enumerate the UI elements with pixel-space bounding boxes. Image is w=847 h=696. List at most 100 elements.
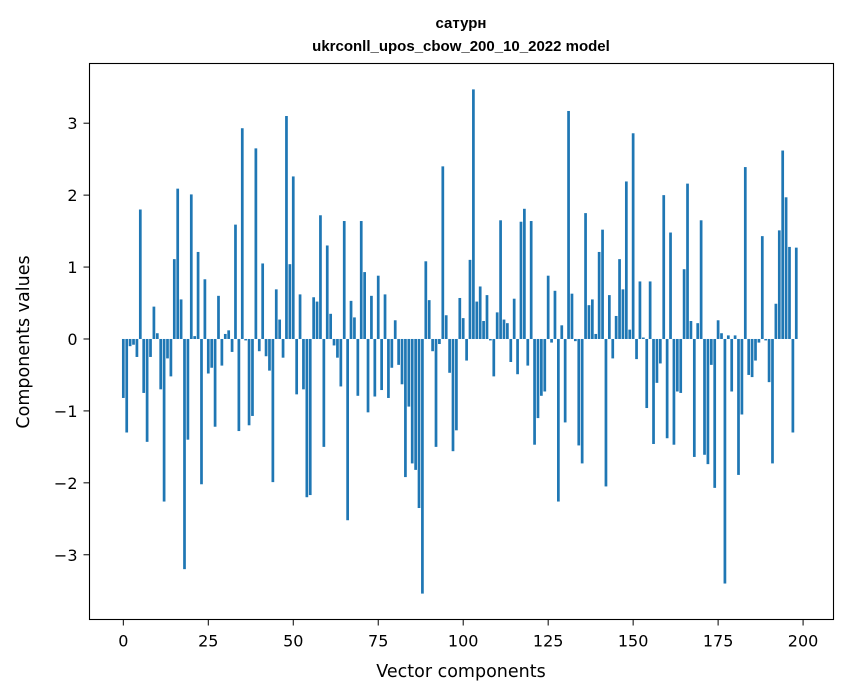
bar-189: [764, 338, 768, 341]
bar-146: [618, 259, 621, 339]
bar-66: [346, 338, 349, 521]
bar-3: [132, 338, 135, 345]
plot-area-frame: [88, 62, 835, 621]
bar-40: [257, 338, 261, 352]
bar-43: [268, 338, 271, 371]
bar-32: [230, 338, 234, 352]
bar-108: [489, 338, 492, 341]
bar-144: [611, 338, 615, 359]
bar-26: [210, 338, 214, 368]
bar-29: [220, 338, 224, 366]
bar-106: [482, 321, 485, 339]
bar-142: [604, 338, 608, 487]
bar-15: [172, 259, 176, 339]
x-axis-label: Vector components: [376, 662, 545, 682]
bar-181: [737, 338, 740, 475]
x-tick-label: 150: [618, 632, 649, 651]
bar-84: [407, 338, 411, 407]
bar-100: [461, 318, 465, 339]
bar-93: [438, 338, 441, 345]
x-tick-label: 25: [198, 632, 218, 651]
bar-194: [781, 150, 785, 339]
bar-87: [417, 338, 421, 509]
y-tick-label: −2: [54, 474, 78, 493]
bar-16: [176, 188, 180, 339]
bar-116: [516, 338, 519, 375]
bar-83: [404, 338, 407, 478]
bar-137: [587, 305, 591, 339]
bar-49: [288, 264, 292, 339]
bar-85: [410, 338, 414, 464]
bar-20: [189, 194, 193, 339]
bar-190: [767, 338, 771, 383]
bar-19: [186, 338, 190, 440]
bar-117: [519, 221, 523, 339]
bar-48: [285, 116, 288, 339]
bar-133: [574, 338, 577, 342]
bar-197: [791, 338, 795, 433]
bar-52: [298, 294, 302, 339]
bar-44: [271, 338, 275, 483]
bar-27: [213, 338, 217, 427]
bar-122: [536, 338, 540, 419]
bar-71: [363, 272, 366, 339]
bar-94: [441, 166, 445, 339]
bar-160: [665, 338, 669, 439]
bar-30: [223, 333, 227, 339]
bar-1: [125, 338, 129, 433]
bar-98: [455, 338, 458, 431]
bar-42: [264, 338, 268, 357]
bar-61: [329, 313, 333, 339]
bar-109: [492, 338, 496, 377]
bar-120: [529, 221, 533, 339]
bar-185: [750, 338, 754, 378]
bar-67: [349, 300, 353, 339]
bar-180: [733, 335, 737, 339]
bar-95: [444, 315, 448, 339]
bar-153: [641, 337, 645, 339]
bar-60: [325, 245, 329, 339]
bar-139: [594, 333, 598, 339]
bar-155: [648, 281, 652, 339]
bar-13: [166, 338, 169, 359]
bar-11: [159, 338, 163, 390]
x-tick-label: 200: [788, 632, 819, 651]
bar-62: [332, 338, 336, 346]
bar-96: [448, 338, 451, 373]
bar-173: [709, 338, 713, 365]
x-tick-label: 75: [368, 632, 388, 651]
bar-50: [291, 176, 295, 339]
bar-6: [142, 338, 146, 393]
bar-179: [730, 338, 734, 392]
bar-56: [312, 297, 316, 339]
bar-75: [376, 275, 380, 339]
bar-196: [788, 246, 791, 339]
x-tick-label: 0: [118, 632, 128, 651]
bar-192: [774, 303, 778, 339]
bar-23: [200, 338, 203, 485]
bar-123: [540, 338, 543, 396]
bar-55: [308, 338, 312, 496]
bar-76: [380, 338, 383, 391]
x-tick-label: 50: [283, 632, 303, 651]
bar-188: [760, 236, 764, 339]
bar-22: [196, 251, 200, 339]
y-tick-label: 0: [67, 330, 77, 349]
y-tick-label: 2: [67, 186, 77, 205]
bar-107: [485, 295, 489, 339]
bar-115: [512, 298, 516, 339]
bar-59: [322, 338, 326, 447]
bar-54: [305, 338, 309, 498]
bar-186: [754, 338, 757, 361]
bar-17: [179, 299, 183, 339]
y-tick-label: 1: [67, 258, 77, 277]
bar-191: [771, 338, 774, 464]
bar-166: [686, 183, 689, 339]
bar-134: [577, 338, 581, 446]
bar-156: [652, 338, 655, 444]
chart-title: сатурн ukrconll_upos_cbow_200_10_2022 mo…: [312, 15, 610, 55]
bar-64: [339, 338, 343, 387]
x-tick-label: 175: [703, 632, 734, 651]
bar-74: [373, 338, 377, 397]
bar-113: [506, 323, 509, 339]
